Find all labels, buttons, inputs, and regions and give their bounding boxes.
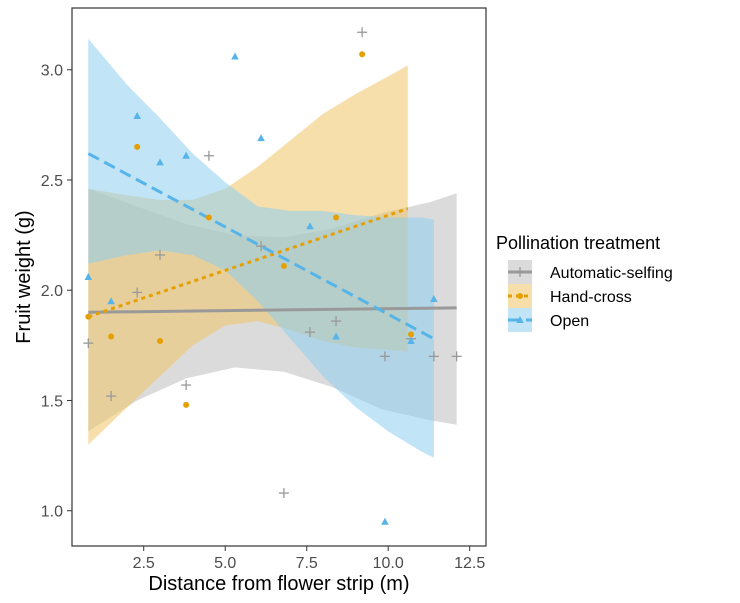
point-2-7 — [306, 222, 314, 230]
point-0-10 — [357, 27, 368, 38]
x-axis-ticks: 2.5 5.0 7.5 10.0 12.5 — [133, 546, 485, 572]
point-0-5 — [203, 150, 214, 161]
legend: Pollination treatment Automatic-selfing H… — [496, 233, 673, 332]
point-0-2 — [132, 287, 143, 298]
point-1-8 — [359, 51, 366, 58]
point-0-4 — [181, 380, 192, 391]
x-axis-title: Distance from flower strip (m) — [148, 573, 409, 595]
point-1-9 — [408, 331, 415, 338]
point-0-6 — [256, 241, 267, 252]
point-2-5 — [231, 52, 239, 60]
plot-panel-border — [71, 7, 487, 547]
point-2-4 — [182, 151, 190, 159]
point-2-8 — [332, 332, 340, 340]
legend-key-marker-1 — [517, 293, 523, 299]
y-axis-title: Fruit weight (g) — [13, 210, 35, 343]
legend-label-2: Open — [550, 313, 589, 330]
point-0-8 — [304, 327, 315, 338]
fit-line-2 — [87, 152, 435, 341]
point-1-2 — [134, 143, 141, 150]
x-tick-label-2: 7.5 — [296, 555, 318, 572]
point-1-7 — [333, 214, 340, 221]
legend-label-0: Automatic-selfing — [550, 265, 673, 282]
point-2-3 — [156, 158, 164, 166]
point-2-6 — [257, 134, 265, 142]
fit-lines — [87, 152, 457, 341]
x-tick-label-3: 10.0 — [373, 555, 404, 572]
point-2-2 — [133, 112, 141, 120]
point-0-11 — [379, 351, 390, 362]
point-0-13 — [428, 351, 439, 362]
confidence-bands — [88, 38, 457, 458]
point-0-3 — [155, 249, 166, 260]
x-tick-label-1: 5.0 — [214, 555, 236, 572]
y-tick-label-1: 1.5 — [41, 393, 63, 410]
y-tick-label-4: 3.0 — [41, 63, 63, 80]
point-1-5 — [205, 214, 212, 221]
point-0-0 — [83, 338, 94, 349]
point-1-1 — [108, 333, 115, 340]
point-2-1 — [107, 297, 115, 305]
fit-line-1 — [87, 207, 409, 319]
point-0-7 — [278, 488, 289, 499]
legend-title: Pollination treatment — [496, 233, 660, 253]
fit-line-0 — [88, 306, 457, 314]
y-tick-label-0: 1.0 — [41, 504, 63, 521]
legend-key-marker-2 — [516, 316, 524, 323]
point-1-3 — [157, 337, 164, 344]
point-1-6 — [280, 262, 287, 269]
point-2-9 — [381, 517, 389, 525]
point-0-1 — [106, 391, 117, 402]
legend-key-marker-0 — [515, 267, 525, 277]
point-0-9 — [331, 316, 342, 327]
point-2-11 — [430, 295, 438, 303]
point-2-0 — [84, 273, 93, 280]
x-tick-label-0: 2.5 — [133, 555, 155, 572]
y-tick-label-2: 2.0 — [41, 283, 63, 300]
legend-label-1: Hand-cross — [550, 289, 632, 306]
point-2-10 — [407, 336, 415, 344]
y-tick-label-3: 2.5 — [41, 173, 63, 190]
point-1-4 — [183, 401, 190, 408]
y-axis-ticks: 1.0 1.5 2.0 2.5 3.0 — [41, 63, 72, 521]
point-1-0 — [85, 313, 92, 320]
data-points — [83, 27, 462, 525]
x-tick-label-4: 12.5 — [454, 555, 485, 572]
point-0-14 — [451, 351, 462, 362]
